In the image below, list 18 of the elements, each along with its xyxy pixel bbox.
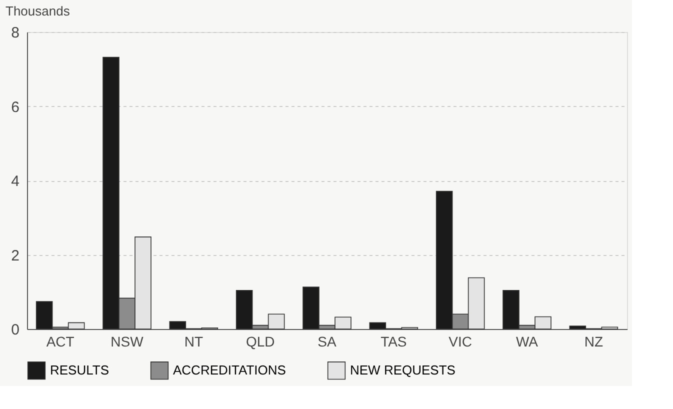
x-tick-label: WA — [516, 334, 539, 350]
y-tick-label: 6 — [11, 98, 20, 116]
x-tick-label: NSW — [110, 334, 144, 350]
x-tick-label: VIC — [448, 334, 472, 350]
x-tick-label: NT — [184, 334, 204, 350]
y-tick-label: 2 — [11, 247, 20, 264]
y-tick-label: 0 — [11, 322, 20, 338]
x-tick-label: ACT — [46, 334, 75, 350]
x-tick-label: NZ — [584, 334, 604, 350]
x-tick-label: QLD — [246, 334, 275, 350]
legend-label: RESULTS — [50, 362, 110, 378]
y-tick-label: 8 — [11, 24, 20, 42]
legend-label: ACCREDITATIONS — [173, 362, 286, 378]
legend-label: NEW REQUESTS — [350, 362, 456, 378]
x-tick-label: TAS — [380, 334, 407, 350]
y-axis-title: Thousands — [6, 4, 70, 18]
x-tick-label: SA — [318, 334, 337, 350]
y-tick-label: 4 — [11, 173, 20, 190]
